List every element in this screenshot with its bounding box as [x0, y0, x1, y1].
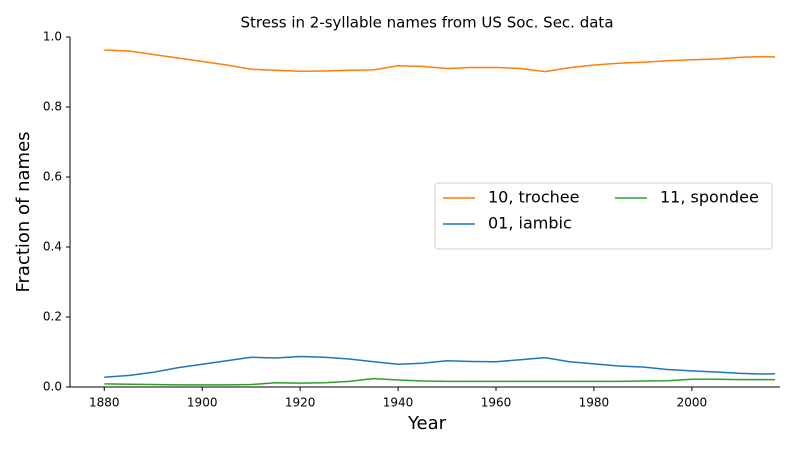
x-tick-label: 1880 [89, 396, 120, 410]
chart-title: Stress in 2-syllable names from US Soc. … [240, 14, 613, 32]
x-tick-label: 1980 [579, 396, 610, 410]
x-axis-label: Year [407, 413, 447, 434]
legend-label: 10, trochee [488, 188, 579, 207]
y-tick-label: 0.4 [43, 240, 62, 254]
y-tick-label: 1.0 [43, 30, 62, 44]
y-tick-label: 0.8 [43, 100, 62, 114]
y-tick-label: 0.0 [43, 380, 62, 394]
legend-box [434, 182, 773, 250]
legend-label: 01, iambic [488, 214, 572, 233]
line-series [104, 377, 776, 386]
y-tick-label: 0.2 [43, 310, 62, 324]
x-tick-label: 1960 [481, 396, 512, 410]
x-tick-label: 1940 [383, 396, 414, 410]
x-tick-label: 1920 [285, 396, 316, 410]
y-tick-label: 0.6 [43, 170, 62, 184]
legend-label: 11, spondee [660, 188, 759, 207]
line-series [104, 49, 776, 73]
line-series [104, 355, 776, 378]
x-tick-label: 1900 [187, 396, 218, 410]
y-axis-label: Fraction of names [13, 131, 34, 292]
x-tick-label: 2000 [677, 396, 708, 410]
